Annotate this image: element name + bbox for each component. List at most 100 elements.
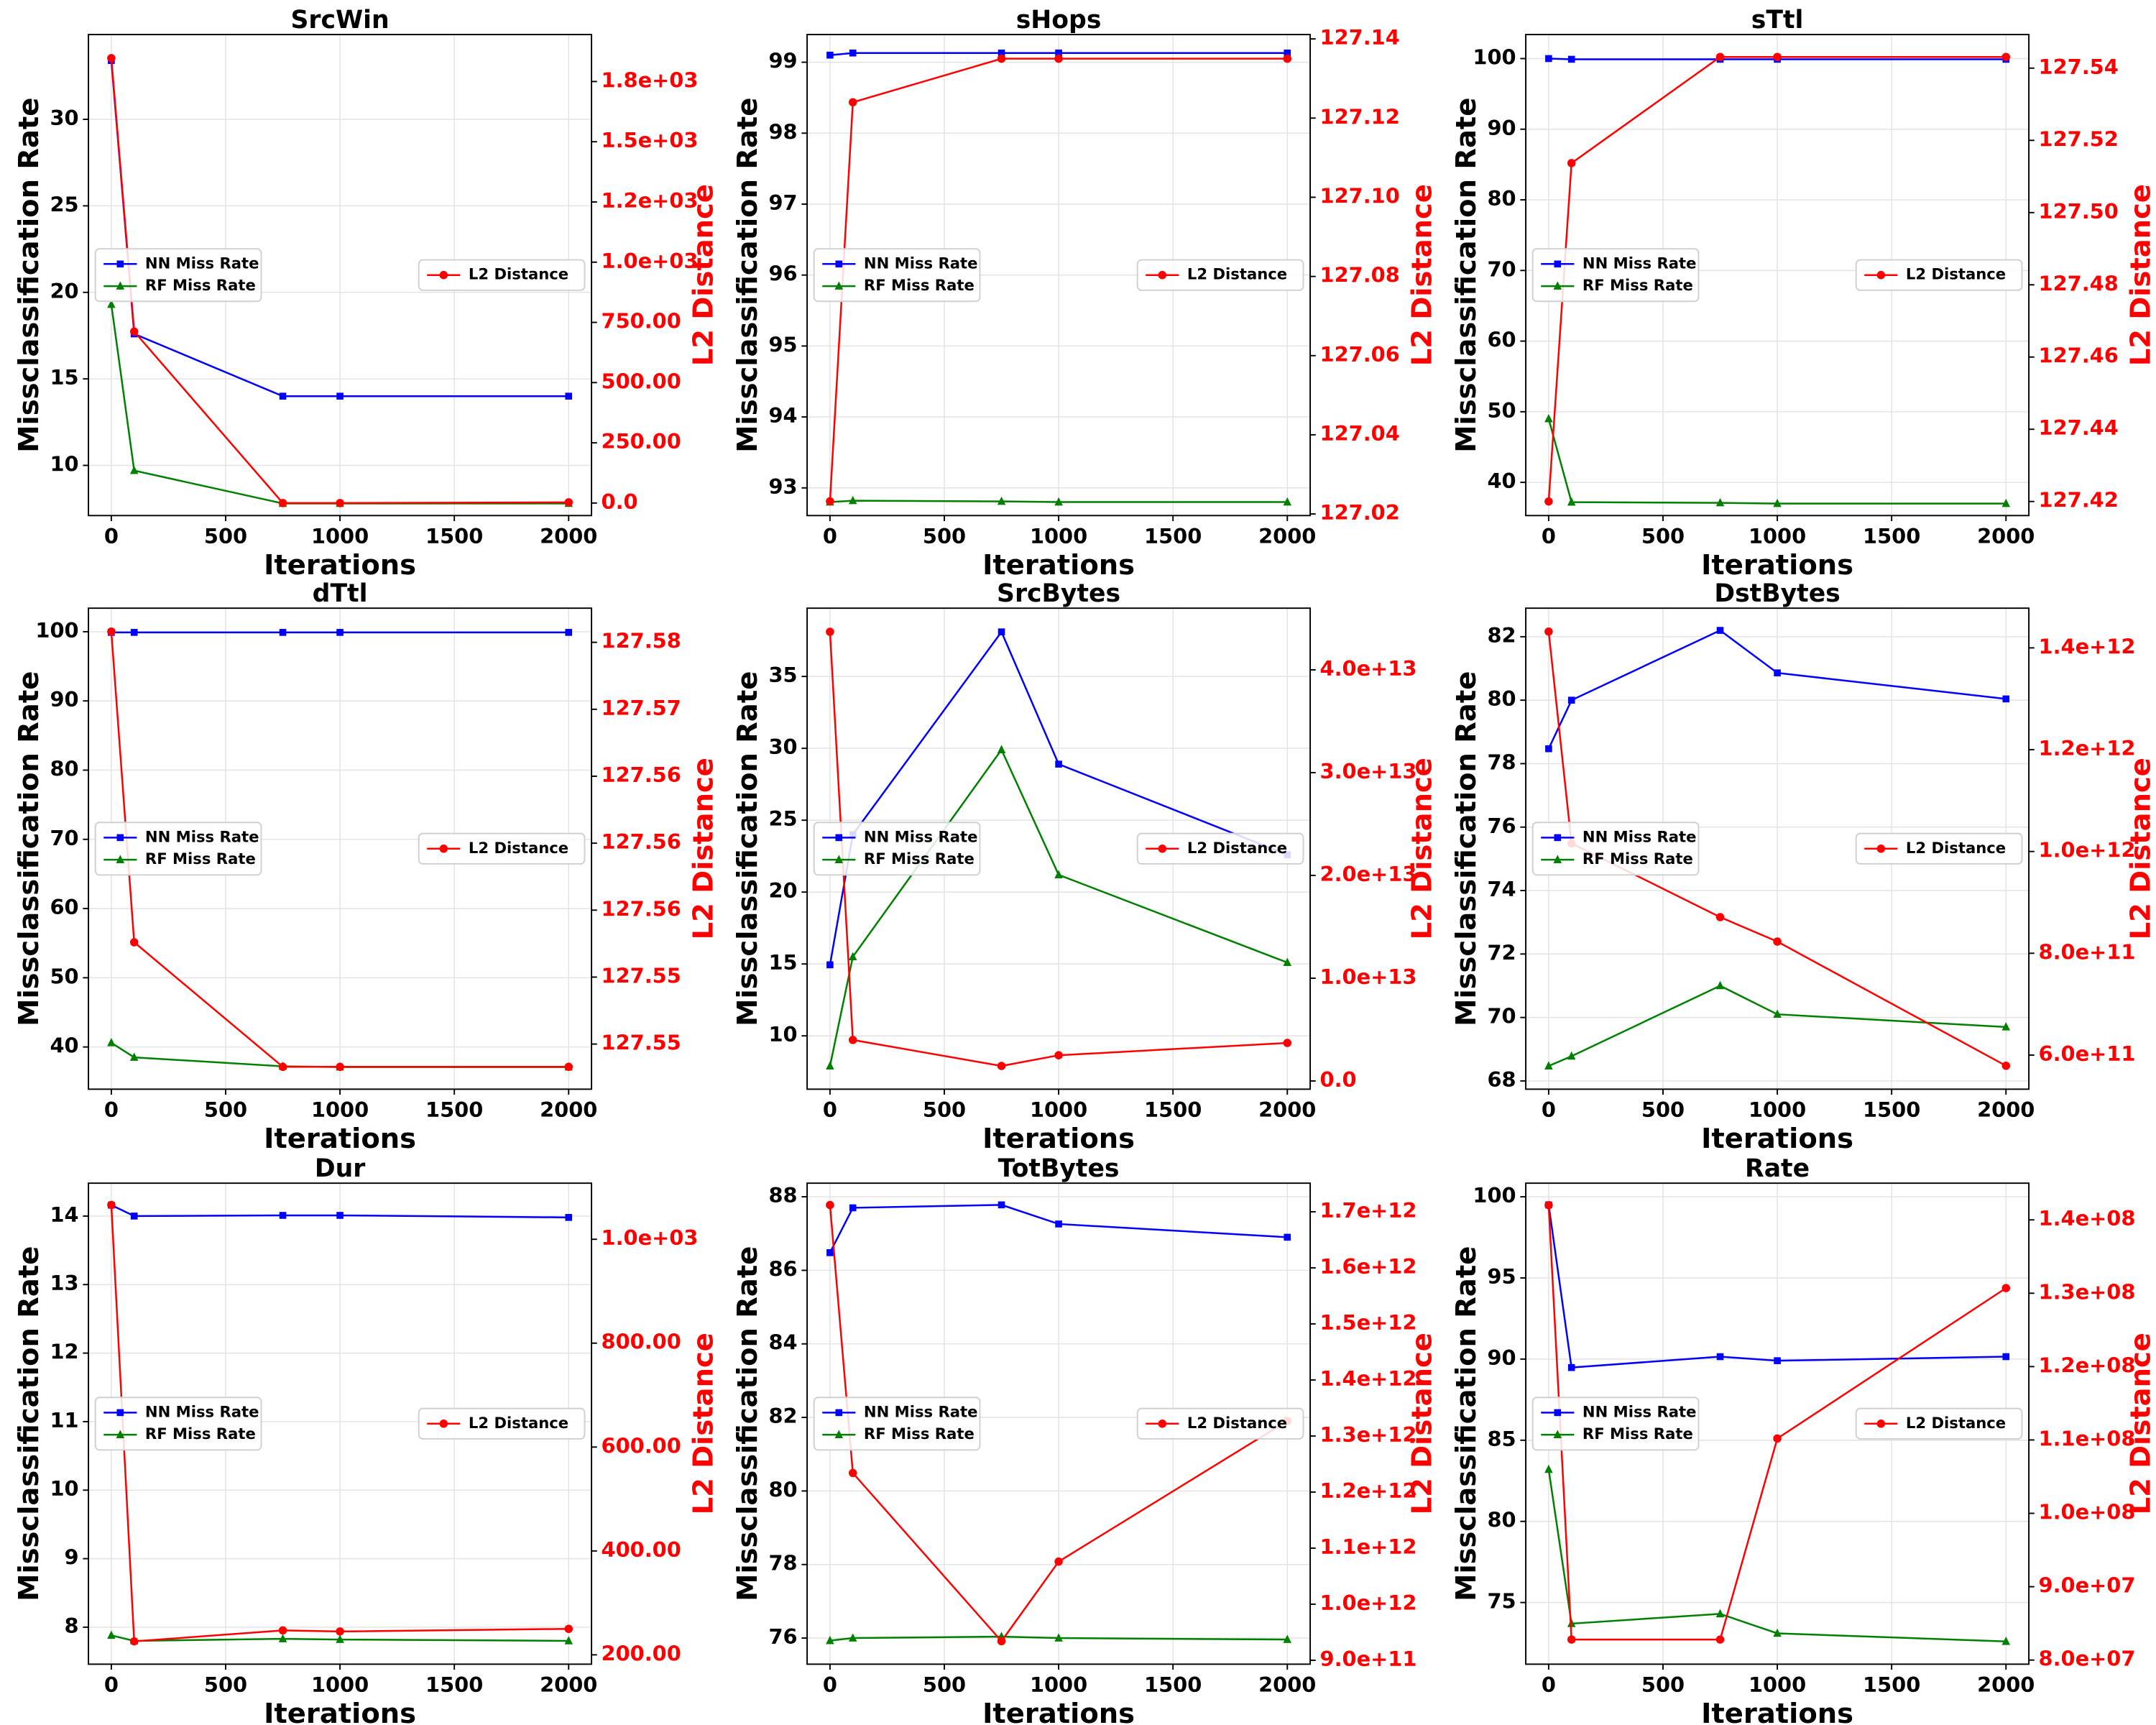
- marker: [1054, 497, 1063, 506]
- y-tick-label: 10: [768, 1022, 797, 1046]
- marker: [1567, 497, 1576, 506]
- marker: [336, 1062, 344, 1072]
- marker: [826, 1200, 834, 1210]
- marker: [997, 745, 1006, 753]
- y-tick-label: 88: [768, 1183, 797, 1208]
- y2-tick-label: 1.0e+12: [1320, 1591, 1417, 1615]
- legend-box: [1855, 1407, 2023, 1440]
- y2-tick-label: 600.00: [602, 1433, 681, 1458]
- x-axis-label: Iterations: [982, 1698, 1135, 1725]
- y2-tick-label: 127.42: [2039, 488, 2119, 512]
- x-tick-label: 1000: [1030, 524, 1087, 548]
- y-tick-label: 98: [768, 119, 797, 144]
- x-axis-label: Iterations: [982, 1123, 1135, 1155]
- marker: [129, 1052, 139, 1061]
- subplot: 0 500 1000 1500 2000 75 80 85 90 95 100 8.0e+07 9.0e…: [1450, 1154, 2156, 1725]
- legend-label: RF Miss Rate: [1583, 1425, 1693, 1443]
- y-tick-label: 30: [768, 735, 797, 759]
- legend-box: [94, 1397, 262, 1451]
- y-tick-label: 100: [1473, 1183, 1516, 1208]
- marker: [279, 629, 287, 636]
- y-tick-label: 86: [768, 1256, 797, 1281]
- marker: [2001, 498, 2011, 507]
- y-tick-label: 90: [1487, 116, 1516, 140]
- y2-tick-label: 6.0e+11: [2039, 1041, 2136, 1066]
- y-tick-label: 40: [50, 1034, 78, 1058]
- subplot-title: sHops: [1016, 6, 1102, 34]
- legend-marker: [439, 845, 448, 853]
- marker: [336, 1634, 344, 1643]
- x-axis-label: Iterations: [264, 1123, 416, 1155]
- y2-tick-label: 1.7e+12: [1320, 1198, 1417, 1223]
- marker: [1283, 1039, 1292, 1047]
- y-tick-label: 15: [768, 950, 797, 975]
- y2-tick-label: 127.54: [2039, 55, 2119, 79]
- legend-marker: [1554, 260, 1562, 268]
- y-tick-label: 96: [768, 262, 797, 286]
- legend-marker: [1553, 281, 1562, 290]
- marker: [1544, 497, 1553, 506]
- marker: [1544, 1061, 1553, 1070]
- y2-tick-label: 8.0e+07: [2039, 1647, 2136, 1671]
- subplot-title: Dur: [315, 1154, 365, 1183]
- legend-box: [94, 822, 262, 876]
- legend-marker: [835, 260, 843, 268]
- y2-tick-label: 1.6e+12: [1320, 1254, 1417, 1279]
- legend-box: [813, 1397, 981, 1451]
- legend-label: RF Miss Rate: [864, 276, 975, 294]
- y-tick-label: 90: [1487, 1346, 1516, 1370]
- y-tick-label: 99: [768, 49, 797, 73]
- x-tick-label: 500: [1641, 1673, 1685, 1697]
- y2-axis-label: L2 Distance: [687, 1333, 719, 1514]
- y2-tick-label: 1.0e+03: [602, 249, 699, 273]
- marker: [1567, 159, 1576, 167]
- marker: [565, 629, 573, 636]
- x-tick-label: 2000: [1977, 524, 2035, 548]
- x-tick-label: 1000: [1749, 524, 1806, 548]
- x-tick-label: 1500: [1863, 1098, 1920, 1122]
- y2-axis-label: L2 Distance: [687, 758, 719, 939]
- y-tick-label: 82: [768, 1404, 797, 1428]
- y2-tick-label: 400.00: [602, 1537, 681, 1562]
- marker: [1544, 627, 1553, 636]
- marker: [336, 392, 344, 400]
- y-tick-label: 82: [1487, 623, 1516, 648]
- y2-axis-label: L2 Distance: [1406, 1333, 1438, 1514]
- y-tick-label: 100: [1473, 45, 1516, 69]
- marker: [1054, 1557, 1063, 1566]
- y-tick-label: 75: [1487, 1589, 1516, 1614]
- plot-frame: [88, 607, 593, 1090]
- x-tick-label: 1500: [1144, 1673, 1202, 1697]
- y2-tick-label: 1.5e+03: [602, 128, 699, 152]
- y-tick-label: 70: [1487, 1004, 1516, 1029]
- marker: [1283, 957, 1292, 966]
- x-tick-label: 2000: [1258, 1673, 1316, 1697]
- marker: [279, 392, 287, 400]
- x-tick-label: 2000: [1977, 1673, 2035, 1697]
- marker: [1567, 1363, 1575, 1371]
- marker: [565, 1214, 573, 1221]
- y-tick-label: 80: [1487, 186, 1516, 211]
- x-tick-label: 1000: [311, 524, 369, 548]
- plot-frame: [1525, 1182, 2030, 1665]
- marker: [826, 1061, 834, 1070]
- marker: [1773, 1434, 1782, 1443]
- marker: [826, 497, 834, 506]
- y2-tick-label: 127.44: [2039, 415, 2119, 440]
- marker: [1055, 760, 1062, 768]
- legend-label: NN Miss Rate: [145, 827, 259, 845]
- subplot-title: SrcWin: [290, 6, 389, 34]
- legend-box: [1531, 248, 1700, 303]
- marker: [107, 1038, 116, 1046]
- y2-tick-label: 127.50: [2039, 199, 2119, 224]
- x-tick-label: 500: [1641, 524, 1685, 548]
- y-tick-label: 9: [65, 1545, 79, 1570]
- x-tick-label: 1000: [311, 1673, 369, 1697]
- y2-tick-label: 1.4e+12: [1320, 1366, 1417, 1391]
- marker: [278, 499, 287, 507]
- y2-tick-label: 127.48: [2039, 271, 2119, 295]
- legend-marker: [116, 1430, 125, 1438]
- x-tick-label: 0: [104, 524, 119, 548]
- marker: [2001, 52, 2011, 61]
